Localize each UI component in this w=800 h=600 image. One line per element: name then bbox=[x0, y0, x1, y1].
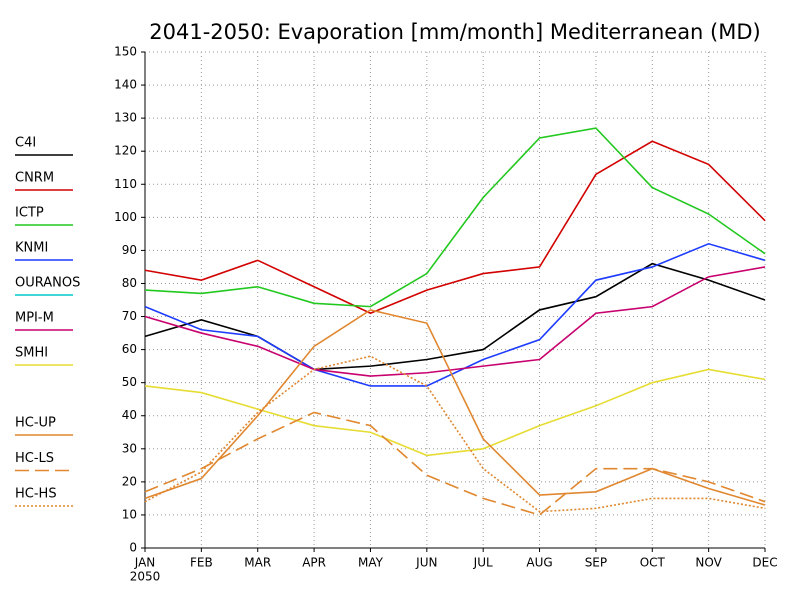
x-tick-label: AUG bbox=[526, 556, 552, 570]
y-tick-label: 100 bbox=[114, 210, 137, 224]
y-tick-label: 40 bbox=[122, 408, 137, 422]
x-tick-label: JAN bbox=[134, 556, 156, 570]
x-tick-label: APR bbox=[302, 556, 326, 570]
legend-label: HC-UP bbox=[15, 416, 56, 431]
x-sublabel: 2050 bbox=[130, 570, 161, 584]
y-tick-label: 150 bbox=[114, 45, 137, 59]
x-tick-label: OCT bbox=[640, 556, 666, 570]
y-tick-label: 0 bbox=[129, 541, 137, 555]
series-line bbox=[144, 309, 766, 506]
x-tick-label: MAR bbox=[244, 556, 271, 570]
y-tick-label: 20 bbox=[122, 474, 137, 488]
y-tick-label: 10 bbox=[122, 507, 137, 521]
legend-label: KNMI bbox=[15, 241, 48, 256]
legend-label: HC-HS bbox=[15, 487, 57, 502]
x-tick-label: NOV bbox=[695, 556, 722, 570]
y-tick-label: 60 bbox=[122, 342, 137, 356]
series-line bbox=[144, 355, 766, 513]
series-line bbox=[144, 140, 766, 315]
x-tick-label: JUN bbox=[415, 556, 437, 570]
series-line bbox=[144, 262, 766, 371]
legend-label: C4I bbox=[15, 136, 36, 151]
legend-label: SMHI bbox=[15, 346, 48, 361]
series-line bbox=[144, 411, 766, 516]
y-tick-label: 110 bbox=[114, 177, 137, 191]
y-tick-label: 140 bbox=[114, 78, 137, 92]
x-tick-label: MAY bbox=[358, 556, 384, 570]
legend-label: ICTP bbox=[15, 206, 44, 221]
chart-title: 2041-2050: Evaporation [mm/month] Medite… bbox=[149, 20, 760, 44]
x-tick-label: SEP bbox=[585, 556, 607, 570]
series-line bbox=[144, 368, 766, 457]
y-tick-label: 30 bbox=[122, 441, 137, 455]
legend-label: HC-LS bbox=[15, 451, 54, 466]
x-tick-label: FEB bbox=[190, 556, 213, 570]
legend-label: CNRM bbox=[15, 171, 54, 186]
x-tick-label: DEC bbox=[752, 556, 777, 570]
y-tick-label: 80 bbox=[122, 276, 137, 290]
y-tick-label: 120 bbox=[114, 144, 137, 158]
y-tick-label: 70 bbox=[122, 309, 137, 323]
series-line bbox=[144, 242, 766, 387]
y-tick-label: 130 bbox=[114, 111, 137, 125]
series-line bbox=[144, 266, 766, 377]
y-tick-label: 50 bbox=[122, 375, 137, 389]
legend-label: OURANOS bbox=[15, 276, 80, 291]
x-tick-label: JUL bbox=[473, 556, 493, 570]
legend-label: MPI-M bbox=[15, 311, 54, 326]
y-tick-label: 90 bbox=[122, 243, 137, 257]
series-line bbox=[144, 127, 766, 308]
